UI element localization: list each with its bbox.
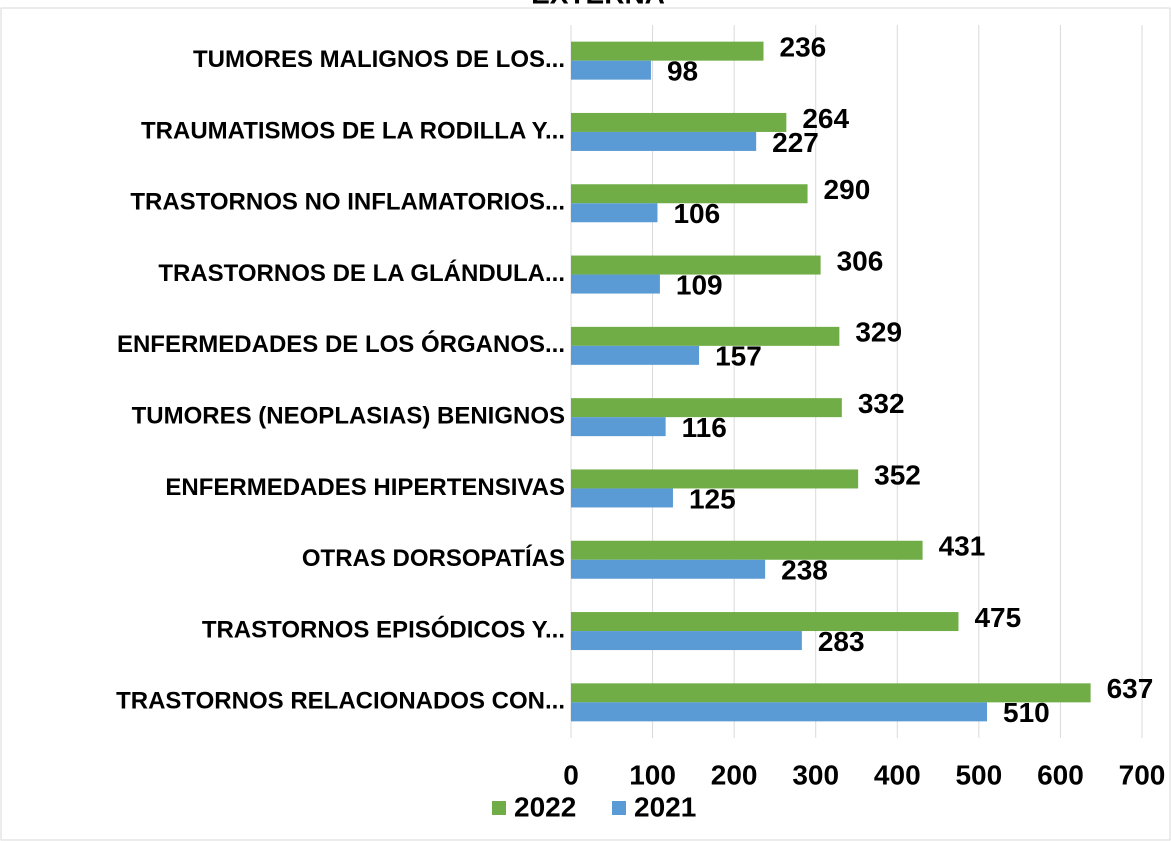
bar xyxy=(571,631,802,651)
data-label: 637 xyxy=(1107,673,1154,704)
data-label: 332 xyxy=(858,388,905,419)
chart-frame xyxy=(0,7,1171,841)
data-label: 157 xyxy=(715,341,762,372)
data-label: 125 xyxy=(689,483,736,514)
bar xyxy=(571,683,1091,703)
bar xyxy=(571,488,673,508)
bar xyxy=(571,398,842,418)
bar xyxy=(571,559,766,579)
legend-label: 2021 xyxy=(634,791,696,822)
category-label: TRASTORNOS RELACIONADOS CON... xyxy=(116,688,565,715)
legend-swatch xyxy=(612,801,626,815)
bar xyxy=(571,540,923,560)
bar xyxy=(571,184,808,204)
bar xyxy=(571,345,700,365)
data-label: 475 xyxy=(974,602,1021,633)
x-tick-label: 100 xyxy=(629,759,676,790)
data-label: 106 xyxy=(673,198,720,229)
data-label: 431 xyxy=(939,531,986,562)
bar xyxy=(571,203,658,223)
category-label: TRASTORNOS DE LA GLÁNDULA... xyxy=(158,259,565,287)
bar xyxy=(571,112,787,132)
bar xyxy=(571,255,821,275)
data-label: 238 xyxy=(781,555,828,586)
bar xyxy=(571,469,859,489)
data-label: 109 xyxy=(676,269,723,300)
category-label: TRASTORNOS EPISÓDICOS Y... xyxy=(202,615,565,643)
category-label: TUMORES (NEOPLASIAS) BENIGNOS xyxy=(132,402,565,429)
category-label: OTRAS DORSOPATÍAS xyxy=(302,544,565,572)
bar xyxy=(571,612,959,632)
x-tick-label: 600 xyxy=(1037,759,1084,790)
bar xyxy=(571,417,666,437)
legend-swatch xyxy=(492,801,506,815)
x-tick-label: 200 xyxy=(711,759,758,790)
x-tick-label: 0 xyxy=(563,759,579,790)
category-label: TRAUMATISMOS DE LA RODILLA Y... xyxy=(141,117,565,144)
x-tick-label: 400 xyxy=(874,759,921,790)
x-tick-label: 700 xyxy=(1119,759,1166,790)
data-label: 329 xyxy=(855,317,902,348)
bar xyxy=(571,274,660,294)
chart-title: EXTERNA xyxy=(531,0,665,9)
category-label: TUMORES MALIGNOS DE LOS... xyxy=(193,46,565,73)
data-label: 116 xyxy=(682,412,727,443)
bar xyxy=(571,131,757,151)
data-label: 98 xyxy=(667,56,698,87)
bar xyxy=(571,326,840,346)
category-label: ENFERMEDADES HIPERTENSIVAS xyxy=(165,474,565,501)
category-label: TRASTORNOS NO INFLAMATORIOS... xyxy=(130,189,565,216)
data-label: 264 xyxy=(802,103,849,134)
category-label: ENFERMEDADES DE LOS ÓRGANOS... xyxy=(117,330,565,358)
data-label: 283 xyxy=(818,626,865,657)
data-label: 227 xyxy=(772,127,819,158)
data-label: 236 xyxy=(780,32,827,63)
data-label: 306 xyxy=(837,245,884,276)
x-tick-label: 500 xyxy=(955,759,1002,790)
bar xyxy=(571,41,764,61)
bar xyxy=(571,60,651,80)
data-label: 510 xyxy=(1003,697,1050,728)
x-tick-label: 300 xyxy=(792,759,839,790)
legend-label: 2022 xyxy=(514,791,576,822)
bar xyxy=(571,702,988,722)
data-label: 352 xyxy=(874,459,921,490)
data-label: 290 xyxy=(824,174,871,205)
